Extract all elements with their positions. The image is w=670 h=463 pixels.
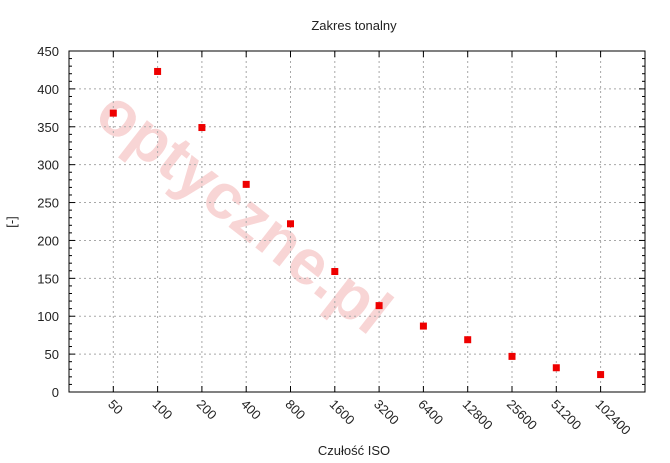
data-points <box>109 67 605 379</box>
data-point <box>331 268 339 276</box>
watermark: optyczne.pl <box>83 74 405 347</box>
x-tick-label: 400 <box>238 397 264 423</box>
x-tick-label: 800 <box>282 397 308 423</box>
x-tick-label: 6400 <box>415 397 446 428</box>
data-point <box>464 336 472 344</box>
y-tick-label: 250 <box>37 196 59 211</box>
y-tick-label: 100 <box>37 309 59 324</box>
x-tick-label: 200 <box>194 397 220 423</box>
y-tick-label: 300 <box>37 158 59 173</box>
data-point <box>375 302 383 310</box>
x-tick-label: 51200 <box>548 397 584 433</box>
x-tick-label: 50 <box>105 397 126 418</box>
grid <box>69 51 645 392</box>
chart-title: Zakres tonalny <box>311 18 397 33</box>
data-point <box>552 364 560 372</box>
x-axis-ticks: 50 100 200 400 800 1600 3200 6400 12800 25600 5120… <box>105 51 634 438</box>
y-tick-label: 400 <box>37 82 59 97</box>
data-point <box>597 371 605 379</box>
x-tick-label: 3200 <box>371 397 402 428</box>
data-point <box>109 109 117 117</box>
x-tick-label: 102400 <box>592 397 633 438</box>
data-point <box>419 322 427 330</box>
data-point <box>154 67 162 75</box>
y-tick-label: 450 <box>37 44 59 59</box>
y-tick-label: 200 <box>37 233 59 248</box>
x-tick-label: 1600 <box>327 397 358 428</box>
data-point <box>198 124 206 132</box>
x-axis-label: Czułość ISO <box>318 443 390 458</box>
plot-border <box>68 50 646 393</box>
x-tick-label: 25600 <box>504 397 540 433</box>
watermark-text: optyczne.pl <box>83 74 405 347</box>
data-point <box>508 352 516 360</box>
data-point <box>242 180 250 188</box>
data-point <box>287 220 294 228</box>
plot-frame <box>68 50 646 393</box>
x-tick-label: 12800 <box>460 397 496 433</box>
x-tick-label: 100 <box>149 397 175 423</box>
y-tick-label: 150 <box>37 271 59 286</box>
y-tick-label: 50 <box>45 347 59 362</box>
y-tick-label: 0 <box>52 385 59 400</box>
y-axis-label: [-] <box>4 216 19 228</box>
y-axis-ticks: 0 50 100 150 200 250 300 350 400 450 <box>37 44 645 400</box>
y-tick-label: 350 <box>37 120 59 135</box>
